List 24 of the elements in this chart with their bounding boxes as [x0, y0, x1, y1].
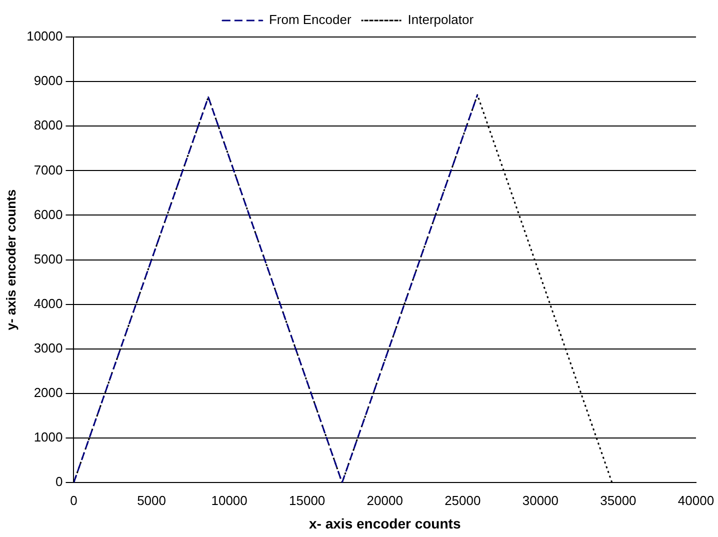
x-axis-title: x- axis encoder counts — [309, 515, 461, 532]
x-tick-label: 30000 — [522, 492, 559, 508]
x-tick-label: 5000 — [137, 492, 166, 508]
y-tick-label: 0 — [56, 474, 63, 490]
x-tick-label: 15000 — [289, 492, 326, 508]
y-tick-label: 2000 — [34, 385, 63, 400]
y-tick-label: 5000 — [34, 251, 63, 266]
y-tick-label: 6000 — [34, 206, 63, 222]
x-tick-label: 40000 — [678, 492, 714, 508]
legend-label: From Encoder — [268, 12, 352, 28]
legend-label: Interpolator — [408, 12, 474, 28]
y-axis-title: y- axis encoder counts — [3, 189, 18, 330]
x-tick-label: 25000 — [444, 492, 481, 508]
y-tick-label: 8000 — [34, 118, 63, 133]
x-tick-label: 10000 — [211, 492, 248, 508]
x-tick-label: 0 — [70, 492, 78, 508]
y-tick-label: 3000 — [34, 340, 63, 356]
y-tick-label: 7000 — [34, 162, 63, 178]
y-tick-label: 10000 — [26, 28, 63, 44]
y-tick-label: 9000 — [34, 73, 63, 88]
y-tick-label: 1000 — [34, 430, 63, 445]
y-tick-label: 4000 — [34, 296, 63, 311]
x-tick-label: 20000 — [366, 492, 403, 508]
x-tick-label: 35000 — [600, 492, 636, 508]
